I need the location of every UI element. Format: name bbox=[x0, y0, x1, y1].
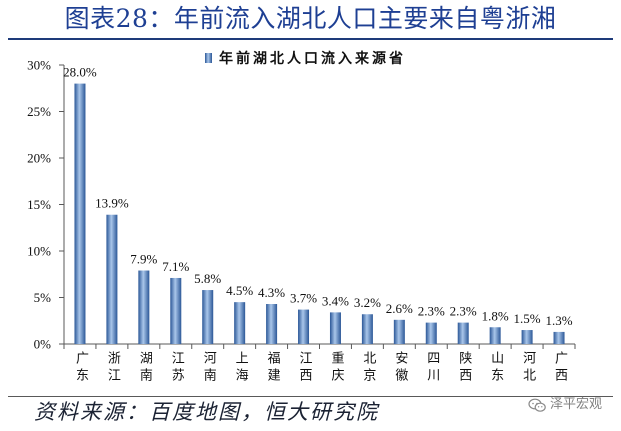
y-axis: 0% 5% 10% 15% 20% 25% 30% bbox=[27, 58, 65, 352]
bar-15 bbox=[521, 330, 533, 344]
data-label-16: 1.3% bbox=[545, 313, 572, 328]
data-label-5: 5.8% bbox=[194, 271, 221, 286]
y-tick-label-25: 25% bbox=[27, 104, 51, 119]
legend-label: 年前湖北人口流入来源省 bbox=[219, 50, 406, 67]
y-tick-label-20: 20% bbox=[27, 151, 51, 166]
category-label-10: 北京 bbox=[360, 351, 376, 385]
bar-6 bbox=[234, 302, 246, 344]
y-tick-label-30: 30% bbox=[27, 58, 51, 73]
bar-14 bbox=[489, 327, 501, 344]
bar-1 bbox=[74, 83, 86, 344]
bar-10 bbox=[361, 314, 373, 344]
data-label-3: 7.9% bbox=[130, 252, 157, 267]
y-tick-label-10: 10% bbox=[27, 244, 51, 259]
data-label-12: 2.3% bbox=[418, 304, 445, 319]
category-label-9: 重庆 bbox=[328, 351, 344, 385]
category-label-13: 陕西 bbox=[456, 351, 472, 385]
category-label-4: 江苏 bbox=[168, 351, 184, 385]
bar-4 bbox=[170, 277, 182, 344]
bar-13 bbox=[457, 322, 469, 344]
category-label-15: 河北 bbox=[520, 351, 536, 385]
bar-11 bbox=[393, 319, 405, 344]
bar-5 bbox=[202, 290, 214, 344]
bar-12 bbox=[425, 322, 437, 344]
category-label-16: 广西 bbox=[552, 351, 568, 385]
watermark-text: 泽平宏观 bbox=[550, 397, 603, 412]
source-note: 资料来源：百度地图，恒大研究院 bbox=[34, 400, 379, 424]
category-label-14: 山东 bbox=[488, 351, 504, 385]
bar-2 bbox=[106, 214, 118, 344]
data-label-6: 4.5% bbox=[226, 283, 253, 298]
category-label-3: 湖南 bbox=[136, 351, 152, 385]
footer-divider bbox=[8, 396, 613, 397]
wechat-icon bbox=[528, 398, 546, 413]
category-label-1: 广东 bbox=[72, 351, 88, 385]
data-label-13: 2.3% bbox=[450, 304, 477, 319]
bar-series: 28.0% 13.9% 7.9% 7.1% 5.8% 4.5% 4.3% 3.7% 3.4% 3.… bbox=[63, 65, 573, 344]
bar-16 bbox=[553, 331, 565, 344]
data-label-1: 28.0% bbox=[63, 65, 97, 80]
x-axis bbox=[63, 343, 576, 349]
data-label-7: 4.3% bbox=[258, 285, 285, 300]
data-label-2: 13.9% bbox=[95, 196, 129, 211]
bar-8 bbox=[298, 309, 310, 344]
y-tick-label-0: 0% bbox=[34, 337, 52, 352]
data-label-11: 2.6% bbox=[386, 301, 413, 316]
category-label-6: 上海 bbox=[232, 351, 248, 385]
data-label-14: 1.8% bbox=[482, 308, 509, 323]
y-tick-label-5: 5% bbox=[34, 290, 52, 305]
category-label-11: 安徽 bbox=[392, 351, 408, 385]
bar-7 bbox=[266, 304, 278, 344]
figure-title: 图表28：年前流入湖北人口主要来自粤浙湘 bbox=[64, 4, 557, 33]
category-label-2: 浙江 bbox=[104, 351, 120, 385]
watermark: 泽平宏观 bbox=[528, 397, 602, 413]
category-label-8: 江西 bbox=[296, 351, 312, 385]
data-label-8: 3.7% bbox=[290, 291, 317, 306]
bar-9 bbox=[329, 312, 341, 344]
data-label-10: 3.2% bbox=[354, 295, 381, 310]
legend: 年前湖北人口流入来源省 bbox=[205, 50, 406, 67]
category-label-7: 福建 bbox=[264, 351, 280, 385]
category-label-12: 四川 bbox=[424, 351, 440, 385]
y-tick-label-15: 15% bbox=[27, 197, 51, 212]
data-label-15: 1.5% bbox=[514, 311, 541, 326]
title-divider bbox=[8, 38, 613, 40]
category-label-5: 河南 bbox=[200, 351, 216, 385]
data-label-4: 7.1% bbox=[162, 259, 189, 274]
bar-3 bbox=[138, 270, 150, 344]
legend-swatch bbox=[205, 53, 212, 63]
data-label-9: 3.4% bbox=[322, 293, 349, 308]
